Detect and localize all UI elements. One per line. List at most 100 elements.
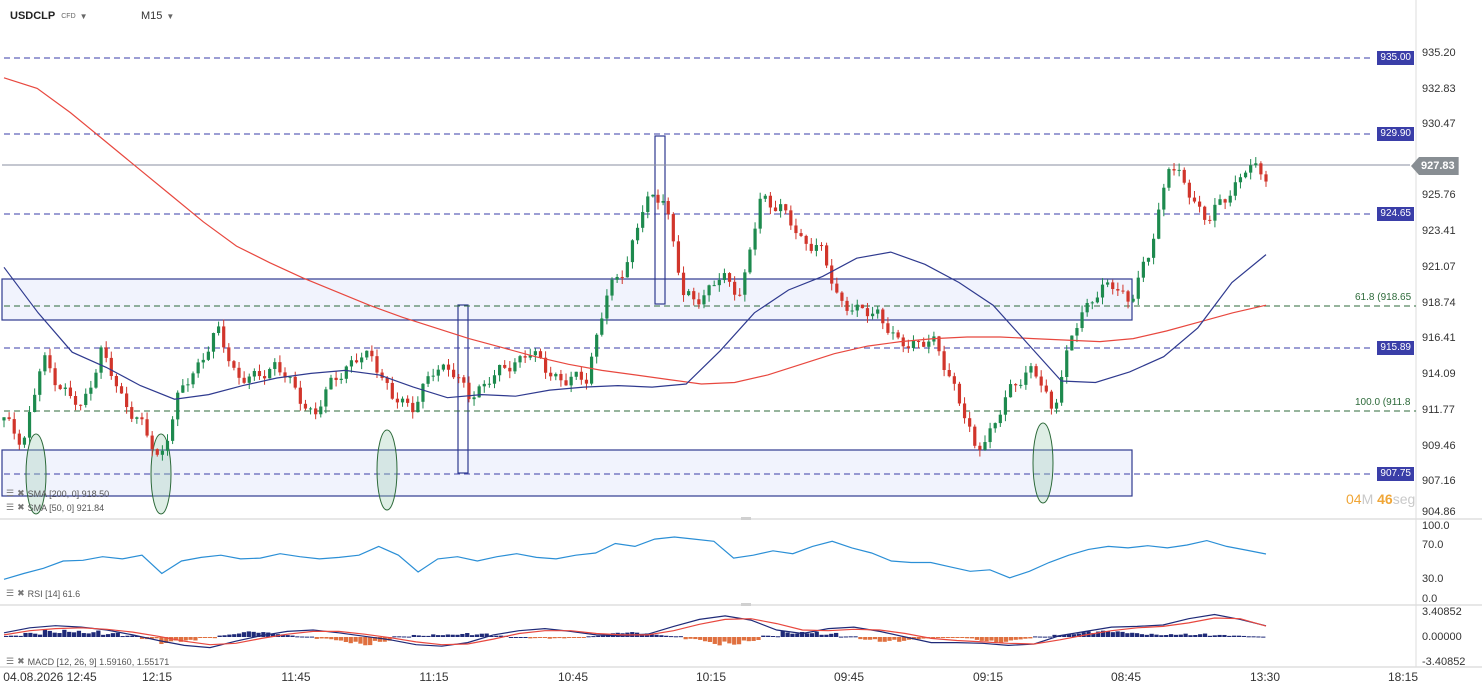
level-label[interactable]: 924.65 <box>1377 207 1414 221</box>
candle-body <box>840 292 844 301</box>
macd-bar <box>285 635 290 637</box>
close-icon[interactable]: ✖ <box>17 488 25 498</box>
candle-body <box>1085 302 1089 313</box>
sma200-legend[interactable]: ☰ ✖ SMA [200, 0] 918.50 <box>6 488 109 499</box>
menu-icon[interactable]: ☰ <box>6 588 15 598</box>
candle-body <box>38 371 42 395</box>
macd-legend[interactable]: ☰ ✖ MACD [12, 26, 9] 1.59160, 1.55171 <box>6 656 169 667</box>
macd-bar <box>232 634 237 637</box>
candle-body <box>1090 302 1094 304</box>
macd-bar <box>363 637 368 646</box>
candle-body <box>206 351 210 360</box>
macd-bar <box>1096 631 1101 637</box>
candle-body <box>441 364 446 370</box>
symbol-type-label: CFD <box>61 12 76 20</box>
close-icon[interactable]: ✖ <box>17 656 25 666</box>
macd-bar <box>766 635 771 637</box>
level-label[interactable]: 929.90 <box>1377 127 1414 141</box>
macd-bar <box>1154 634 1159 637</box>
macd-bar <box>42 629 48 637</box>
macd-bar <box>746 637 751 642</box>
macd-bar <box>256 632 261 637</box>
supply-zone <box>1 278 1133 321</box>
price-tick: 935.20 <box>1422 47 1456 59</box>
candle-body <box>911 341 916 348</box>
macd-bar <box>440 635 446 637</box>
symbol-label: USDCLP <box>10 10 56 22</box>
candle-body <box>845 300 849 311</box>
menu-icon[interactable]: ☰ <box>6 502 15 512</box>
macd-bar <box>1164 635 1169 637</box>
candle-body <box>477 386 481 398</box>
candle-body <box>589 356 594 384</box>
timeframe-selector[interactable]: M15 ▼ <box>141 10 174 22</box>
time-tick: 10:15 <box>695 670 727 684</box>
macd-bar <box>207 637 213 638</box>
candle-body <box>1249 165 1253 173</box>
candle-body <box>426 376 430 384</box>
time-tick: 10:45 <box>557 670 589 684</box>
macd-bar <box>707 637 713 642</box>
candle-body <box>543 357 548 373</box>
chevron-down-icon: ▼ <box>166 11 175 21</box>
level-label[interactable]: 935.00 <box>1377 51 1414 65</box>
macd-bar <box>1202 633 1208 637</box>
candle-body <box>508 367 512 372</box>
macd-bar <box>1232 635 1237 637</box>
macd-bar <box>557 637 562 639</box>
candle-body <box>564 380 568 386</box>
macd-tick: 3.40852 <box>1422 606 1462 618</box>
candle-body <box>676 241 681 273</box>
candle-body <box>600 318 604 335</box>
candle-body <box>661 201 665 203</box>
candle-body <box>794 225 798 234</box>
time-tick: 04.08.2026 12:45 <box>3 670 97 684</box>
macd-bar <box>693 637 698 640</box>
macd-bar <box>387 637 392 641</box>
macd-bar <box>154 637 159 639</box>
candle-body <box>63 387 67 389</box>
candle-body <box>835 283 839 293</box>
close-icon[interactable]: ✖ <box>17 502 25 512</box>
menu-icon[interactable]: ☰ <box>6 656 15 666</box>
candle-body <box>656 194 660 203</box>
candle-body <box>1116 289 1120 291</box>
candle-body <box>324 389 328 407</box>
candle-body <box>1126 291 1130 302</box>
symbol-selector[interactable]: USDCLP CFD ▼ <box>10 10 88 22</box>
level-label[interactable]: 915.89 <box>1377 341 1414 355</box>
macd-bar <box>406 636 412 638</box>
macd-bar <box>474 634 480 637</box>
macd-bar <box>1028 637 1033 639</box>
candle-body <box>467 382 471 400</box>
macd-bar <box>1251 636 1256 638</box>
candle-body <box>1162 187 1166 210</box>
menu-icon[interactable]: ☰ <box>6 488 15 498</box>
candle-body <box>48 355 52 369</box>
candle-body <box>73 396 78 405</box>
candle-body <box>53 368 57 386</box>
macd-bar <box>712 637 717 644</box>
candle-body <box>186 384 190 386</box>
macd-bar <box>411 634 416 637</box>
candle-body <box>876 309 880 314</box>
candle-body <box>457 377 461 379</box>
candle-body <box>1264 174 1268 182</box>
candle-body <box>22 437 27 445</box>
sma50-legend[interactable]: ☰ ✖ SMA [50, 0] 921.84 <box>6 502 104 513</box>
macd-bar <box>460 633 465 637</box>
macd-bar <box>338 637 344 641</box>
macd-bar <box>178 637 183 642</box>
candle-body <box>1187 182 1191 198</box>
macd-bar <box>1052 634 1057 637</box>
macd-bar <box>1134 633 1140 637</box>
macd-bar <box>227 634 232 637</box>
macd-bar <box>76 630 82 637</box>
rsi-legend[interactable]: ☰ ✖ RSI [14] 61.6 <box>6 588 80 599</box>
timer-minutes-unit: M <box>1361 491 1374 507</box>
level-label[interactable]: 907.75 <box>1377 467 1414 481</box>
candle-body <box>406 398 410 403</box>
candle-body <box>492 375 497 384</box>
close-icon[interactable]: ✖ <box>17 588 25 598</box>
